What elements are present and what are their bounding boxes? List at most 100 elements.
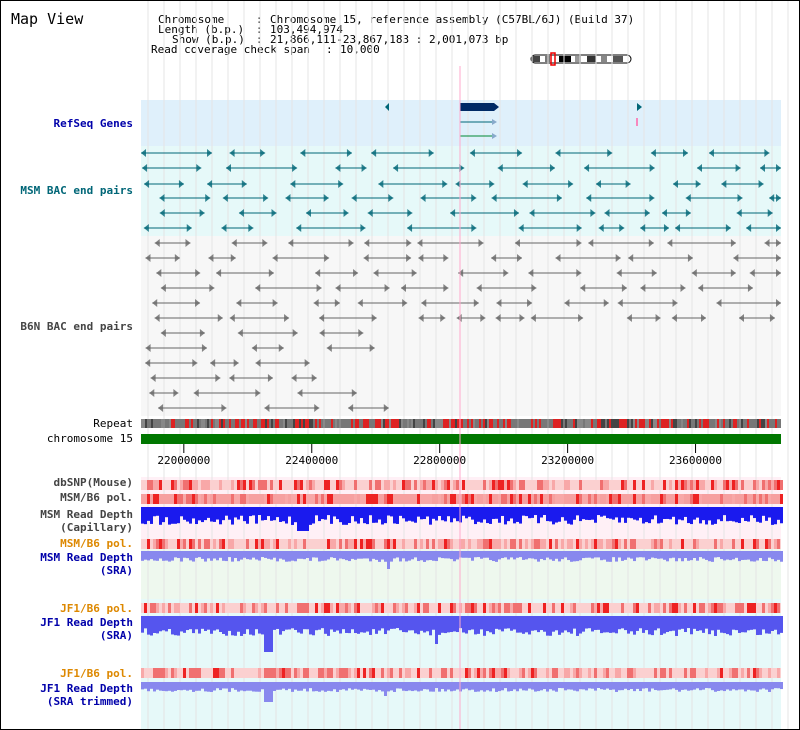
bac-end-arrow	[402, 299, 408, 307]
pol-cell	[372, 539, 375, 549]
depth-bar	[141, 682, 144, 690]
depth-bar	[144, 616, 147, 629]
repeat-element	[367, 419, 369, 428]
bac-end-arrow	[311, 374, 317, 382]
repeat-element	[617, 419, 619, 428]
pol-cell	[606, 668, 609, 678]
depth-bar	[471, 507, 474, 520]
depth-bar	[564, 616, 567, 631]
pol-cell	[552, 668, 555, 678]
bac-end-arrow	[178, 180, 184, 188]
depth-bar	[255, 551, 258, 560]
depth-bar	[726, 682, 729, 690]
depth-bar	[576, 682, 579, 692]
depth-bar	[750, 682, 753, 691]
pol-cell	[372, 494, 375, 504]
depth-bar	[597, 682, 600, 689]
depth-bar	[216, 551, 219, 561]
depth-bar	[303, 551, 306, 560]
depth-bar	[174, 616, 177, 636]
pol-cell	[264, 494, 267, 504]
depth-bar	[147, 551, 150, 561]
pol-cell	[270, 494, 273, 504]
bac-end-arrow	[476, 284, 482, 292]
depth-bar	[753, 507, 756, 519]
pol-cell	[780, 494, 783, 504]
bac-end-arrow	[288, 239, 294, 247]
depth-bar	[435, 616, 438, 644]
depth-bar	[333, 682, 336, 690]
repeat-element	[437, 419, 439, 428]
pol-cell	[759, 668, 762, 678]
depth-bar	[195, 616, 198, 630]
depth-bar	[525, 551, 528, 560]
refseq-genes-label: RefSeq Genes	[53, 117, 133, 130]
depth-bar	[705, 616, 708, 629]
repeat-element	[633, 419, 635, 428]
depth-bar	[558, 682, 561, 689]
pol-cell	[417, 494, 420, 504]
depth-bar	[681, 682, 684, 690]
pol-cell	[612, 539, 615, 549]
bac-end-arrow	[324, 254, 330, 262]
bac-end-arrow	[154, 314, 160, 322]
depth-bar	[603, 682, 606, 690]
bac-end-arrow	[388, 194, 394, 202]
pol-cell	[498, 668, 501, 678]
bac-end-arrow	[186, 224, 192, 232]
pol-cell	[663, 668, 666, 678]
depth-bar	[600, 551, 603, 561]
depth-bar	[663, 682, 666, 691]
pol-cell	[615, 539, 618, 549]
bac-end-arrow	[496, 299, 502, 307]
pol-cell	[360, 539, 363, 549]
repeat-element	[323, 419, 325, 428]
pol-cell	[183, 539, 186, 549]
bac-end-arrow	[210, 359, 216, 367]
pol-cell	[531, 668, 534, 678]
bac-end-arrow	[348, 239, 354, 247]
depth-bar	[744, 551, 747, 560]
depth-bar	[780, 616, 783, 633]
bac-end-arrow	[383, 404, 389, 412]
depth-bar	[717, 682, 720, 692]
depth-bar	[612, 507, 615, 520]
depth-bar	[732, 551, 735, 560]
depth-bar	[384, 507, 387, 524]
chromosome-label: Chromosome	[158, 13, 225, 26]
depth-bar	[531, 616, 534, 631]
depth-bar	[306, 682, 309, 692]
depth-bar	[549, 616, 552, 636]
depth-bar	[714, 616, 717, 636]
depth-bar	[213, 507, 216, 522]
depth-bar	[612, 551, 615, 558]
depth-bar	[210, 682, 213, 692]
bac-end-arrow	[230, 254, 236, 262]
pol-cell	[741, 539, 744, 549]
pol-cell	[165, 539, 168, 549]
pol-cell	[300, 603, 303, 613]
repeat-element	[615, 419, 617, 428]
depth-bar	[690, 551, 693, 561]
depth-bar	[705, 551, 708, 560]
pol-cell	[504, 668, 507, 678]
pol-cell	[204, 480, 207, 490]
depth-bar	[549, 682, 552, 690]
depth-bar	[624, 682, 627, 689]
depth-bar	[246, 551, 249, 560]
depth-bar	[729, 551, 732, 561]
pol-cell	[390, 668, 393, 678]
pol-cell	[717, 603, 720, 613]
pol-cell	[720, 668, 723, 678]
depth-bar	[534, 616, 537, 631]
depth-bar	[195, 682, 198, 691]
pol-cell	[732, 668, 735, 678]
depth-bar	[213, 551, 216, 559]
repeat-element	[639, 419, 641, 428]
depth-bar	[441, 551, 444, 559]
repeat-element	[241, 419, 243, 428]
bac-end-arrow	[207, 180, 213, 188]
pol-cell	[288, 539, 291, 549]
pol-cell	[237, 480, 240, 490]
